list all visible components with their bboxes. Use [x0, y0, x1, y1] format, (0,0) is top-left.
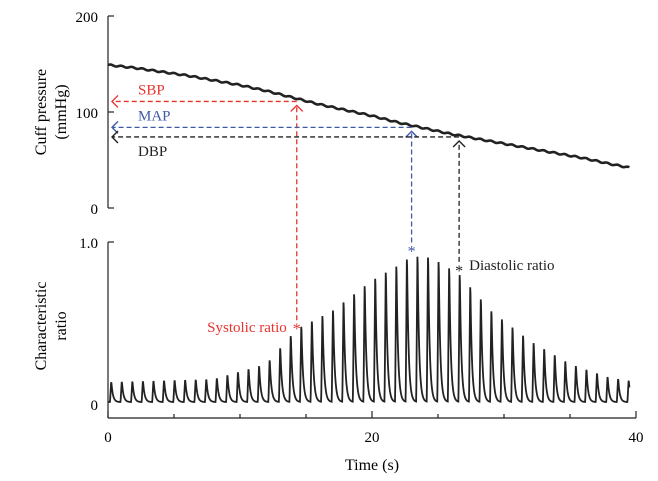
bottom-ylabel-line2: ratio [53, 311, 70, 340]
map-left-arrowhead [111, 120, 119, 134]
map-star-marker: * [408, 243, 416, 260]
characteristic-ratio-line [107, 256, 631, 403]
map-up-arrowhead [405, 130, 419, 138]
bottom-markers: * Systolic ratio * * Diastolic ratio [207, 243, 554, 338]
top-ylabel-line1: Cuff pressure [33, 69, 50, 155]
bottom-ylabel-line1: Characteristic [33, 282, 50, 371]
cuff-pressure-panel: Cuff pressure (mmHg) 200 100 0 SBP MAP DBP [33, 10, 630, 321]
diastolic-ratio-label: Diastolic ratio [469, 258, 554, 274]
xtick-20: 20 [365, 430, 380, 446]
sbp-label: SBP [138, 82, 165, 98]
xtick-0: 0 [104, 430, 112, 446]
xtick-40: 40 [629, 430, 644, 446]
characteristic-ratio-panel: Characteristic ratio 1.0 0 0 20 40 Time … [33, 236, 644, 474]
bottom-ytick-1: 1.0 [79, 236, 98, 252]
map-label: MAP [138, 108, 171, 124]
top-ytick-0: 0 [91, 202, 99, 218]
top-ytick-100: 100 [76, 106, 99, 122]
x-tick-marks [107, 411, 637, 418]
top-ytick-200: 200 [76, 10, 99, 26]
top-ylabel-line2: (mmHg) [53, 84, 70, 139]
dbp-label: DBP [138, 144, 167, 160]
sbp-star-marker: * [293, 321, 301, 338]
sbp-up-arrowhead [290, 104, 304, 112]
sbp-left-arrowhead [111, 94, 119, 108]
dbp-left-arrowhead [111, 130, 119, 144]
x-axis-label: Time (s) [345, 457, 399, 474]
cuff-pressure-line [107, 63, 630, 169]
bottom-ytick-0: 0 [91, 398, 99, 414]
dbp-up-arrowhead [452, 139, 466, 148]
dbp-star-marker: * [455, 263, 463, 280]
top-markers: SBP MAP DBP [111, 82, 466, 321]
systolic-ratio-label: Systolic ratio [207, 320, 287, 336]
